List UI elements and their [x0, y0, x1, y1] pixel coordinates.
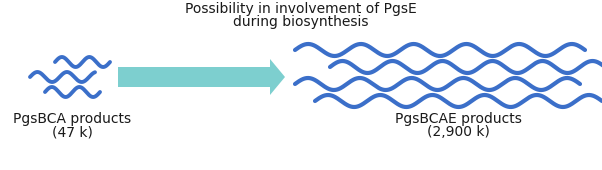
Text: (2,900 k): (2,900 k) [427, 125, 489, 139]
Text: during biosynthesis: during biosynthesis [233, 15, 369, 29]
Polygon shape [118, 67, 270, 87]
Text: Possibility in involvement of PgsE: Possibility in involvement of PgsE [185, 2, 417, 16]
Text: PgsBCA products: PgsBCA products [13, 112, 131, 126]
Text: (47 k): (47 k) [52, 125, 93, 139]
Text: PgsBCAE products: PgsBCAE products [394, 112, 521, 126]
Polygon shape [270, 59, 285, 95]
